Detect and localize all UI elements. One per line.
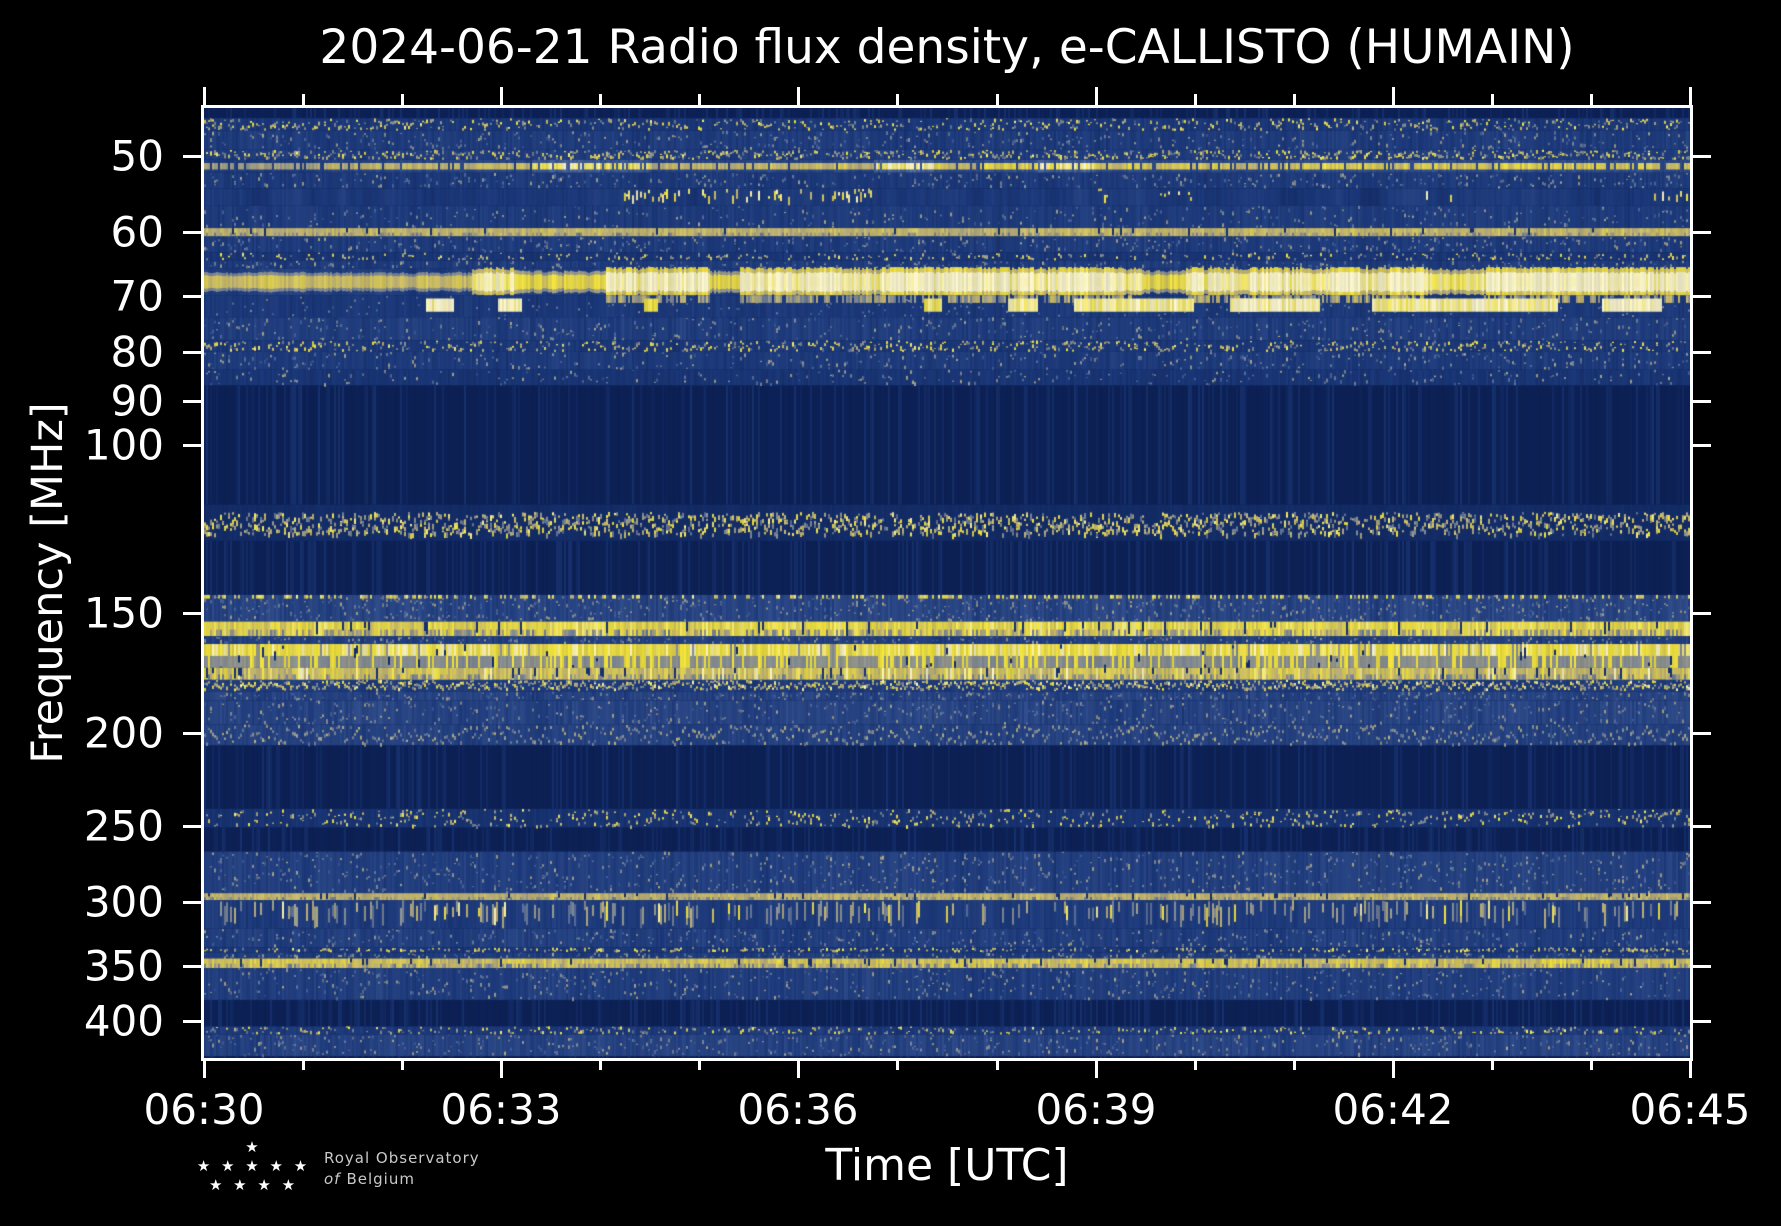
- observatory-logo: ★ ★ ★ ★ ★ ★ ★ ★ ★ ★ Royal Observatory of…: [197, 1138, 480, 1195]
- axis-tick: [996, 1058, 999, 1070]
- logo-line-2: of Belgium: [324, 1169, 480, 1190]
- axis-tick: [183, 400, 201, 403]
- stars-icon: ★ ★ ★ ★ ★ ★ ★ ★ ★ ★: [197, 1138, 307, 1195]
- star-row-1: ★: [245, 1138, 262, 1156]
- axis-tick: [183, 825, 201, 828]
- y-tick-label: 150: [83, 588, 164, 638]
- x-tick-label: 06:33: [440, 1085, 562, 1134]
- y-tick-label: 400: [83, 996, 164, 1046]
- axis-tick: [183, 901, 201, 904]
- axis-tick: [183, 351, 201, 354]
- axis-tick: [1590, 1058, 1593, 1070]
- axis-tick: [1392, 1058, 1395, 1078]
- spectrogram-canvas: [204, 108, 1690, 1058]
- y-axis-label: Frequency [MHz]: [23, 402, 73, 764]
- axis-tick: [302, 1058, 305, 1070]
- x-tick-label: 06:42: [1332, 1085, 1454, 1134]
- y-tick-label: 50: [110, 131, 164, 181]
- axis-tick: [1491, 94, 1494, 105]
- axis-tick: [203, 1058, 206, 1078]
- axis-tick: [1693, 965, 1711, 968]
- axis-tick: [1693, 1020, 1711, 1023]
- star-row-2: ★ ★ ★ ★ ★: [196, 1157, 311, 1175]
- axis-tick: [896, 1058, 899, 1070]
- logo-line-2-italic: of: [324, 1170, 341, 1188]
- axis-tick: [1693, 400, 1711, 403]
- axis-tick: [183, 612, 201, 615]
- y-tick-label: 70: [110, 271, 164, 321]
- x-axis-label: Time [UTC]: [825, 1140, 1069, 1191]
- axis-tick: [797, 87, 800, 105]
- axis-tick: [1194, 94, 1197, 105]
- axis-tick: [183, 1020, 201, 1023]
- axis-tick: [1693, 155, 1711, 158]
- axis-tick: [1693, 231, 1711, 234]
- x-tick-label: 06:45: [1629, 1085, 1751, 1134]
- axis-tick: [1194, 1058, 1197, 1070]
- axis-tick: [996, 94, 999, 105]
- y-tick-label: 60: [110, 207, 164, 257]
- axis-tick: [183, 732, 201, 735]
- axis-tick: [1293, 94, 1296, 105]
- y-tick-label: 80: [110, 327, 164, 377]
- axis-tick: [1293, 1058, 1296, 1070]
- y-tick-label: 250: [83, 801, 164, 851]
- axis-tick: [599, 94, 602, 105]
- axis-tick: [698, 1058, 701, 1070]
- axis-tick: [1095, 87, 1098, 105]
- observatory-logo-text: Royal Observatory of Belgium: [324, 1148, 480, 1190]
- axis-tick: [1693, 612, 1711, 615]
- axis-tick: [183, 155, 201, 158]
- y-tick-label: 300: [83, 877, 164, 927]
- axis-tick: [500, 1058, 503, 1078]
- star-row-3: ★ ★ ★ ★: [208, 1176, 299, 1194]
- axis-tick: [896, 94, 899, 105]
- axis-tick: [1693, 825, 1711, 828]
- axis-tick: [183, 444, 201, 447]
- axis-tick: [1693, 901, 1711, 904]
- y-tick-label: 350: [83, 941, 164, 991]
- axis-tick: [1693, 732, 1711, 735]
- axis-tick: [401, 1058, 404, 1070]
- axis-tick: [203, 87, 206, 105]
- logo-line-2-rest: Belgium: [346, 1170, 415, 1188]
- y-tick-label: 90: [110, 376, 164, 426]
- axis-tick: [698, 94, 701, 105]
- axis-tick: [1693, 295, 1711, 298]
- axis-tick: [1689, 87, 1692, 105]
- axis-tick: [1491, 1058, 1494, 1070]
- axis-tick: [183, 965, 201, 968]
- axis-tick: [1095, 1058, 1098, 1078]
- axis-tick: [183, 231, 201, 234]
- axis-tick: [401, 94, 404, 105]
- y-tick-label: 100: [83, 420, 164, 470]
- axis-tick: [599, 1058, 602, 1070]
- axis-tick: [183, 295, 201, 298]
- x-tick-label: 06:39: [1035, 1085, 1157, 1134]
- axis-tick: [1693, 444, 1711, 447]
- logo-line-1: Royal Observatory: [324, 1149, 480, 1167]
- axis-tick: [302, 94, 305, 105]
- axis-tick: [1689, 1058, 1692, 1078]
- x-tick-label: 06:36: [737, 1085, 859, 1134]
- x-tick-label: 06:30: [143, 1085, 265, 1134]
- axis-tick: [1392, 87, 1395, 105]
- axis-tick: [500, 87, 503, 105]
- y-tick-label: 200: [83, 708, 164, 758]
- axis-tick: [797, 1058, 800, 1078]
- axis-tick: [1693, 351, 1711, 354]
- axis-tick: [1590, 94, 1593, 105]
- chart-title: 2024-06-21 Radio flux density, e-CALLIST…: [319, 20, 1575, 75]
